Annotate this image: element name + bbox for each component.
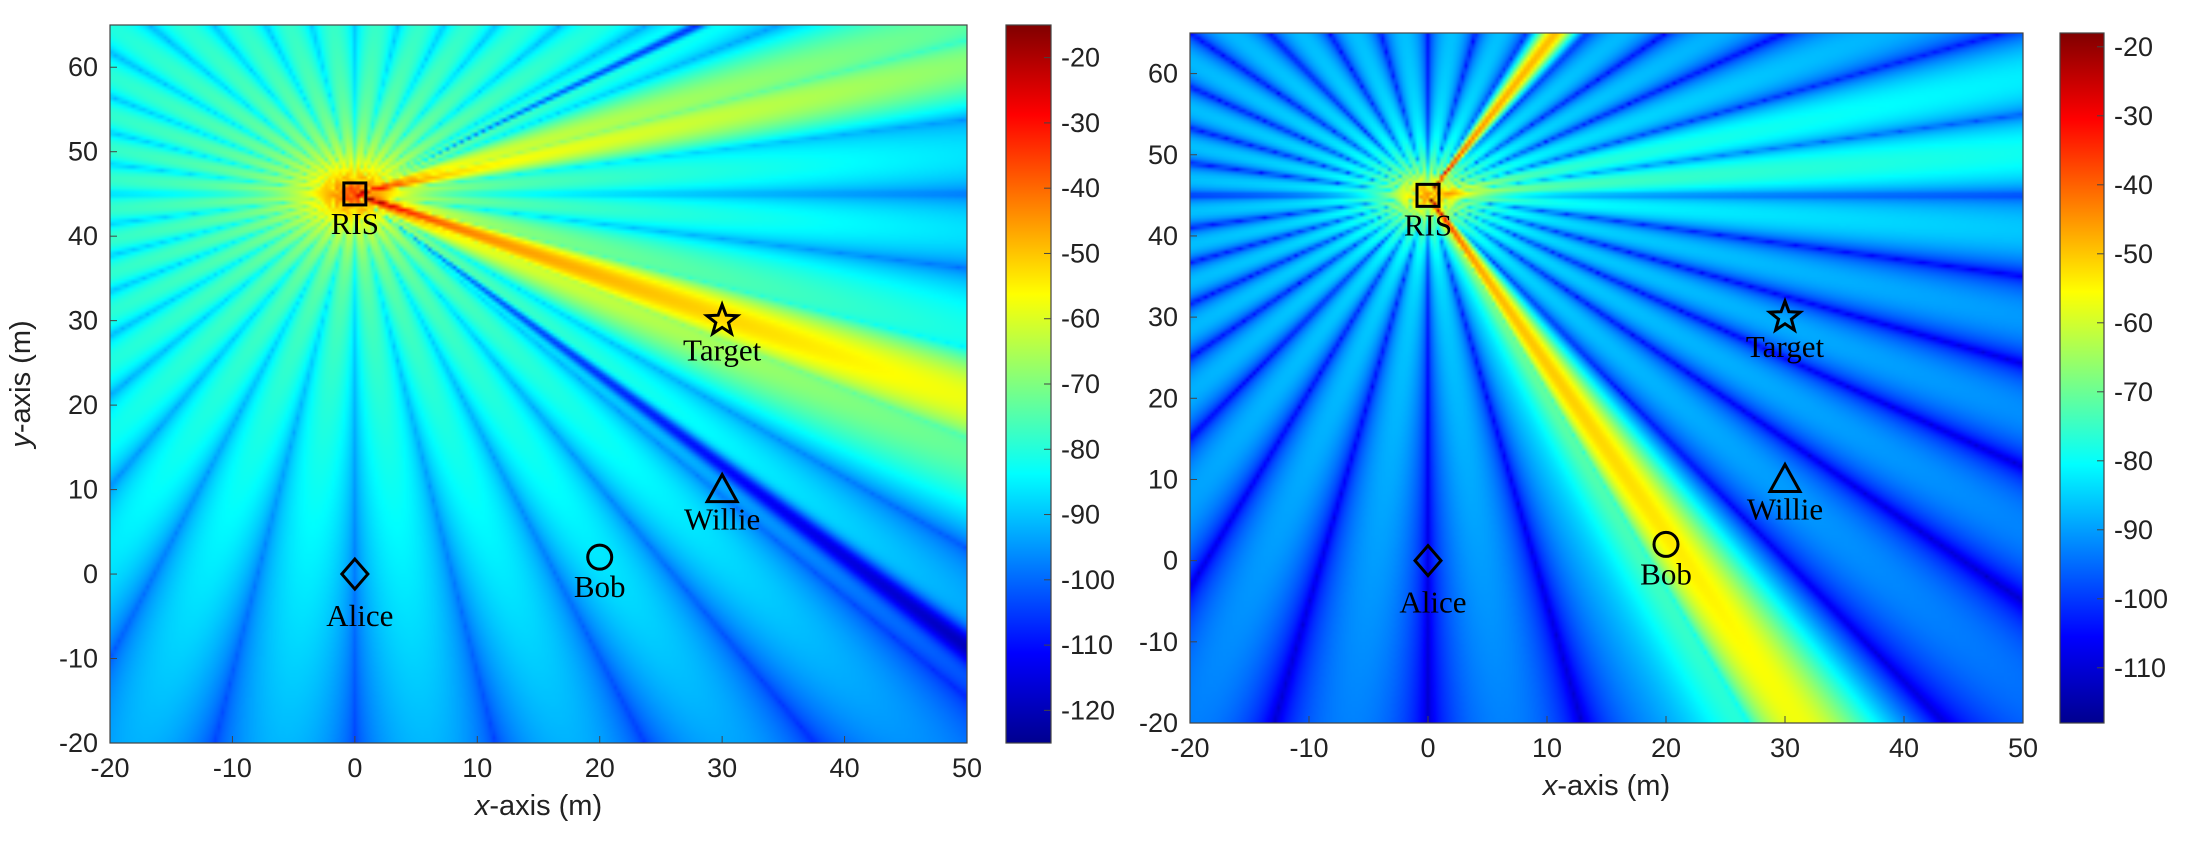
colorbar-tick-label: -30 <box>1061 108 1100 138</box>
y-tick-label: 40 <box>68 221 98 251</box>
colorbar-tick-label: -100 <box>2114 584 2168 614</box>
y-tick-label: 20 <box>1148 383 1178 413</box>
colorbar-tick-label: -70 <box>2114 377 2153 407</box>
marker-label: Willie <box>1747 491 1823 526</box>
chart-panel-right: -20 -10 0 10 20 30 40 50-20-100102030405060x-ax… <box>1139 32 2168 802</box>
y-tick-label: 20 <box>68 390 98 420</box>
colorbar-tick-label: -60 <box>1061 304 1100 334</box>
x-tick-label: -20 <box>90 753 129 783</box>
colorbar-tick-label: -40 <box>1061 173 1100 203</box>
x-tick-label: 50 <box>2008 733 2038 763</box>
heatmap-image <box>110 25 967 743</box>
y-tick-label: 40 <box>1148 221 1178 251</box>
circle-marker <box>1652 530 1680 558</box>
x-tick-label: 0 <box>347 753 362 783</box>
triangle-marker <box>1767 461 1803 493</box>
y-tick-label: -10 <box>59 644 98 674</box>
colorbar-tick-label: -60 <box>2114 308 2153 338</box>
star-marker <box>1765 296 1805 334</box>
y-tick-label: 50 <box>1148 140 1178 170</box>
y-tick-label: 0 <box>1163 546 1178 576</box>
marker-target: Target <box>1746 296 1825 364</box>
marker-bob: Bob <box>574 543 626 604</box>
marker-alice: Alice <box>326 556 393 633</box>
colorbar-tick-label: -50 <box>2114 239 2153 269</box>
colorbar-tick-label: -120 <box>1061 695 1115 725</box>
colorbar-tick-label: -30 <box>2114 101 2153 131</box>
x-tick-label: 30 <box>707 753 737 783</box>
colorbar-tick-label: -110 <box>2114 653 2166 683</box>
marker-target: Target <box>683 300 762 368</box>
marker-ris: RIS <box>1404 182 1452 242</box>
colorbar-tick-label: -110 <box>1061 630 1113 660</box>
colorbar-gradient <box>1005 24 1052 744</box>
x-tick-label: 30 <box>1770 733 1800 763</box>
y-tick-label: 0 <box>83 559 98 589</box>
square-marker <box>342 181 368 207</box>
marker-label: Target <box>683 333 762 368</box>
colorbar-tick-label: -40 <box>2114 170 2153 200</box>
y-tick-label: -10 <box>1139 627 1178 657</box>
marker-label: Willie <box>684 502 760 537</box>
colorbar-tick-label: -100 <box>1061 565 1115 595</box>
x-tick-label: 40 <box>1889 733 1919 763</box>
marker-label: RIS <box>331 206 379 241</box>
y-tick-label: 50 <box>68 137 98 167</box>
colorbar-tick-label: -70 <box>1061 369 1100 399</box>
colorbar-gradient <box>2059 32 2105 724</box>
colorbar-tick-label: -80 <box>2114 446 2153 476</box>
colorbar-tick-label: -50 <box>1061 238 1100 268</box>
chart-panel-left: -20 -10 0 10 20 30 40 50-20-100102030405060x-ax… <box>5 24 1115 822</box>
y-axis-label: y-axis (m) <box>5 320 37 449</box>
y-tick-label: 60 <box>1148 59 1178 89</box>
y-tick-label: 60 <box>68 52 98 82</box>
plot-frame <box>109 24 968 744</box>
marker-willie: Willie <box>1747 461 1823 526</box>
y-tick-label: -20 <box>1139 708 1178 738</box>
diamond-marker <box>339 556 370 592</box>
marker-willie: Willie <box>684 471 760 537</box>
marker-label: Alice <box>326 598 393 633</box>
x-tick-label: 20 <box>1651 733 1681 763</box>
plot-frame <box>1189 32 2024 724</box>
x-tick-label: -20 <box>1170 733 1209 763</box>
x-tick-label: 0 <box>1420 733 1435 763</box>
colorbar-tick-label: -20 <box>2114 32 2153 62</box>
x-tick-label: 50 <box>952 753 982 783</box>
circle-marker <box>586 543 614 571</box>
diamond-marker <box>1413 543 1443 578</box>
marker-label: Alice <box>1399 585 1466 620</box>
colorbar-tick-label: -90 <box>1061 500 1100 530</box>
marker-ris: RIS <box>331 181 379 241</box>
x-tick-label: 10 <box>1532 733 1562 763</box>
y-tick-label: 10 <box>68 475 98 505</box>
colorbar-tick-label: -80 <box>1061 434 1100 464</box>
x-tick-label: 20 <box>585 753 615 783</box>
colorbar: -120 -110 -100 -90 -80 -70 -60 -50 -40 -30 -20 <box>1005 24 1115 744</box>
marker-label: Bob <box>574 569 626 604</box>
heatmap-image <box>1190 33 2023 723</box>
triangle-marker <box>704 471 740 504</box>
colorbar-tick-label: -90 <box>2114 515 2153 545</box>
star-marker <box>702 300 742 338</box>
y-tick-label: -20 <box>59 728 98 758</box>
marker-label: RIS <box>1404 207 1452 242</box>
square-marker <box>1415 182 1441 208</box>
colorbar: -110 -100 -90 -80 -70 -60 -50 -40 -30 -20 <box>2059 32 2168 724</box>
y-tick-label: 30 <box>68 306 98 336</box>
x-tick-label: -10 <box>213 753 252 783</box>
x-tick-label: 10 <box>462 753 492 783</box>
marker-bob: Bob <box>1640 530 1692 591</box>
x-axis-label: x-axis (m) <box>473 790 602 822</box>
y-tick-label: 10 <box>1148 464 1178 494</box>
colorbar-tick-label: -20 <box>1061 43 1100 73</box>
x-axis-label: x-axis (m) <box>1541 770 1670 802</box>
marker-alice: Alice <box>1399 543 1467 620</box>
x-tick-label: -10 <box>1289 733 1328 763</box>
marker-label: Bob <box>1640 556 1692 591</box>
x-tick-label: 40 <box>830 753 860 783</box>
marker-label: Target <box>1746 329 1825 364</box>
y-tick-label: 30 <box>1148 302 1178 332</box>
